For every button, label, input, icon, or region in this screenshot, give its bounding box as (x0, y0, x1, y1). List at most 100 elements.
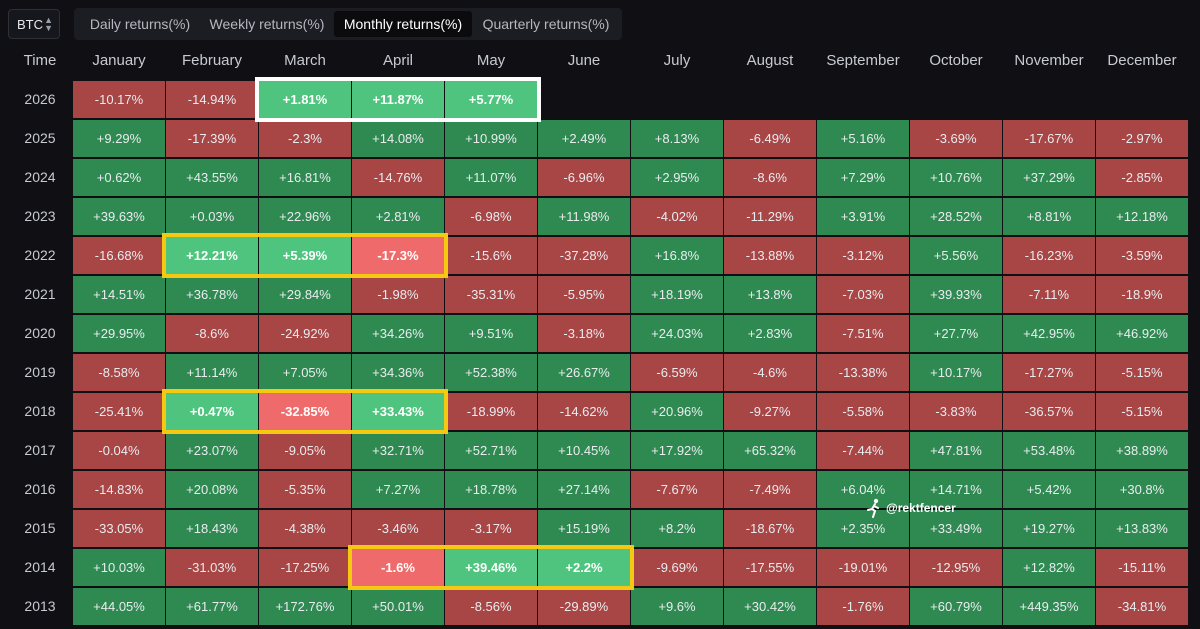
cell-2018-may: -18.99% (445, 393, 537, 430)
cell-2025-march: -2.3% (259, 120, 351, 157)
cell-2018-july: +20.96% (631, 393, 723, 430)
cell-2016-october: +14.71% (910, 471, 1002, 508)
cell-2014-december: -15.11% (1096, 549, 1188, 586)
row-year-2018: 2018 (24, 403, 56, 419)
cell-2016-july: -7.67% (631, 471, 723, 508)
cell-2025-november: -17.67% (1003, 120, 1095, 157)
cell-2024-april: -14.76% (352, 159, 444, 196)
cell-2019-november: -17.27% (1003, 354, 1095, 391)
watermark-text: @rektfencer (886, 501, 956, 515)
cell-2019-march: +7.05% (259, 354, 351, 391)
cell-2013-may: -8.56% (445, 588, 537, 625)
cell-2025-april: +14.08% (352, 120, 444, 157)
cell-2013-november: +449.35% (1003, 588, 1095, 625)
cell-2021-november: -7.11% (1003, 276, 1095, 313)
cell-2022-may: -15.6% (445, 237, 537, 274)
cell-2016-february: +20.08% (166, 471, 258, 508)
cell-2023-june: +11.98% (538, 198, 630, 235)
cell-2025-january: +9.29% (73, 120, 165, 157)
cell-2020-october: +27.7% (910, 315, 1002, 352)
cell-2017-may: +52.71% (445, 432, 537, 469)
cell-2021-september: -7.03% (817, 276, 909, 313)
cell-2023-november: +8.81% (1003, 198, 1095, 235)
cell-2023-october: +28.52% (910, 198, 1002, 235)
toolbar: BTC ▲ ▼ Daily returns(%) Weekly returns(%… (0, 0, 1200, 48)
cell-2015-june: +15.19% (538, 510, 630, 547)
return-period-tabs: Daily returns(%) Weekly returns(%) Month… (74, 8, 622, 40)
cell-2024-february: +43.55% (166, 159, 258, 196)
row-year-2017: 2017 (24, 442, 56, 458)
cell-2015-march: -4.38% (259, 510, 351, 547)
tab-daily-returns[interactable]: Daily returns(%) (89, 16, 191, 32)
cell-2015-july: +8.2% (631, 510, 723, 547)
column-header-november: November (1014, 52, 1084, 69)
tab-weekly-returns[interactable]: Weekly returns(%) (209, 16, 325, 32)
cell-2020-november: +42.95% (1003, 315, 1095, 352)
cell-2018-december: -5.15% (1096, 393, 1188, 430)
tab-monthly-returns[interactable]: Monthly returns(%) (334, 11, 472, 37)
cell-2014-june: +2.2% (538, 549, 630, 586)
cell-2013-december: -34.81% (1096, 588, 1188, 625)
cell-2023-march: +22.96% (259, 198, 351, 235)
cell-2015-september: +2.35% (817, 510, 909, 547)
cell-2025-october: -3.69% (910, 120, 1002, 157)
cell-2019-september: -13.38% (817, 354, 909, 391)
cell-2024-may: +11.07% (445, 159, 537, 196)
cell-2023-january: +39.63% (73, 198, 165, 235)
cell-2026-march: +1.81% (259, 81, 351, 118)
row-year-2020: 2020 (24, 325, 56, 341)
cell-2024-november: +37.29% (1003, 159, 1095, 196)
column-header-february: February (181, 52, 243, 69)
asset-selector-value: BTC (17, 16, 43, 32)
tab-quarterly-returns[interactable]: Quarterly returns(%) (482, 16, 610, 32)
cell-2020-april: +34.26% (352, 315, 444, 352)
cell-2017-april: +32.71% (352, 432, 444, 469)
cell-2019-june: +26.67% (538, 354, 630, 391)
cell-2017-august: +65.32% (724, 432, 816, 469)
cell-2019-april: +34.36% (352, 354, 444, 391)
row-year-2022: 2022 (24, 247, 56, 263)
cell-2015-november: +19.27% (1003, 510, 1095, 547)
column-header-december: December (1107, 52, 1177, 69)
column-header-june: June (567, 52, 601, 69)
cell-2020-january: +29.95% (73, 315, 165, 352)
cell-2018-april: +33.43% (352, 393, 444, 430)
cell-2015-may: -3.17% (445, 510, 537, 547)
cell-2015-february: +18.43% (166, 510, 258, 547)
cell-2018-october: -3.83% (910, 393, 1002, 430)
column-header-april: April (382, 52, 413, 69)
cell-2021-june: -5.95% (538, 276, 630, 313)
cell-2018-september: -5.58% (817, 393, 909, 430)
cell-2014-august: -17.55% (724, 549, 816, 586)
cell-2020-may: +9.51% (445, 315, 537, 352)
cell-2013-august: +30.42% (724, 588, 816, 625)
cell-2020-december: +46.92% (1096, 315, 1188, 352)
cell-2017-october: +47.81% (910, 432, 1002, 469)
row-year-2025: 2025 (24, 130, 56, 146)
cell-2022-august: -13.88% (724, 237, 816, 274)
cell-2013-february: +61.77% (166, 588, 258, 625)
cell-2015-august: -18.67% (724, 510, 816, 547)
cell-2019-may: +52.38% (445, 354, 537, 391)
cell-2021-january: +14.51% (73, 276, 165, 313)
cell-2013-september: -1.76% (817, 588, 909, 625)
asset-selector[interactable]: BTC ▲ ▼ (8, 9, 60, 39)
cell-2018-november: -36.57% (1003, 393, 1095, 430)
cell-2014-may: +39.46% (445, 549, 537, 586)
column-header-august: August (746, 52, 794, 69)
row-year-2023: 2023 (24, 208, 56, 224)
cell-2023-december: +12.18% (1096, 198, 1188, 235)
cell-2019-october: +10.17% (910, 354, 1002, 391)
column-header-march: March (284, 52, 326, 69)
cell-2022-june: -37.28% (538, 237, 630, 274)
cell-2014-january: +10.03% (73, 549, 165, 586)
cell-2016-may: +18.78% (445, 471, 537, 508)
cell-2014-november: +12.82% (1003, 549, 1095, 586)
cell-2021-march: +29.84% (259, 276, 351, 313)
cell-2013-march: +172.76% (259, 588, 351, 625)
cell-2015-april: -3.46% (352, 510, 444, 547)
cell-2024-december: -2.85% (1096, 159, 1188, 196)
cell-2025-september: +5.16% (817, 120, 909, 157)
cell-2018-june: -14.62% (538, 393, 630, 430)
cell-2026-april: +11.87% (352, 81, 444, 118)
